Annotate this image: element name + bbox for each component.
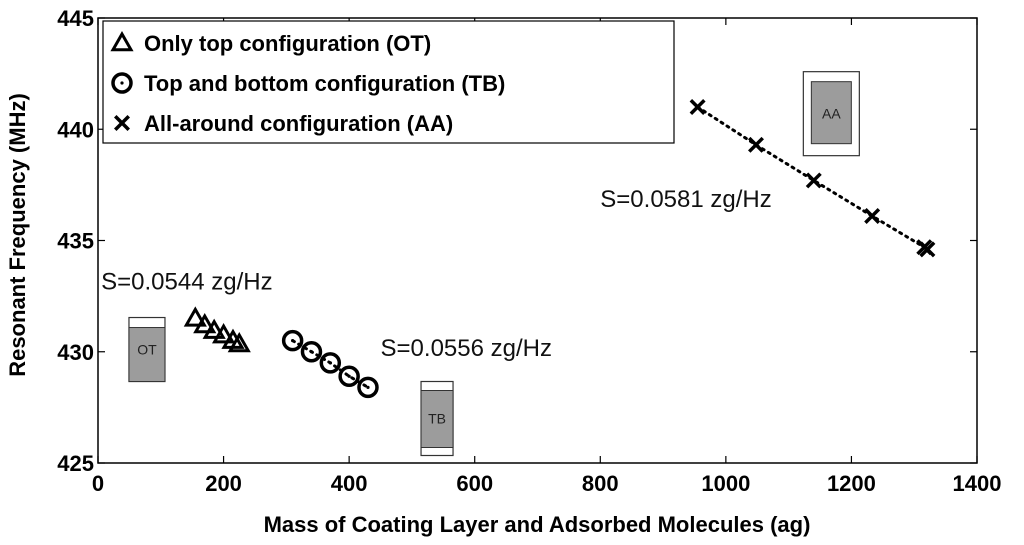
y-axis-title: Resonant Frequency (MHz) xyxy=(5,93,30,377)
data-point-circle xyxy=(281,329,304,352)
configuration-insets: OT TB AA xyxy=(128,71,860,457)
x-axis-title: Mass of Coating Layer and Adsorbed Molec… xyxy=(264,512,811,537)
legend-entry: All-around configuration (AA) xyxy=(144,111,453,136)
legend: Only top configuration (OT) Top and botto… xyxy=(102,20,675,144)
data-point-x xyxy=(689,99,706,115)
x-marker-stroke-b xyxy=(114,115,130,131)
sensitivity-annotations: S=0.0544 zg/Hz S=0.0556 zg/Hz S=0.0581 zg/… xyxy=(101,186,772,362)
legend-entry: Top and bottom configuration (TB) xyxy=(144,71,505,96)
data-point-circle xyxy=(357,376,379,399)
circle-marker-dot xyxy=(328,361,332,365)
inset-tb: TB xyxy=(420,380,454,457)
y-tick-label: 425 xyxy=(57,451,94,476)
data-point-triangle xyxy=(227,331,251,353)
inset-label: AA xyxy=(822,106,841,122)
x-tick-label: 1000 xyxy=(701,471,750,496)
data-markers xyxy=(183,99,936,399)
legend-marker-circle xyxy=(111,72,133,94)
x-tick-label: 1200 xyxy=(827,471,876,496)
inset-ot: OT xyxy=(128,316,166,383)
inset-label: TB xyxy=(428,411,446,427)
legend-entry: Only top configuration (OT) xyxy=(144,31,431,56)
circle-marker-ring xyxy=(281,329,304,352)
tick-labels: 0 200 400 600 800 1000 1200 1400 425 430 435 440 445 xyxy=(57,6,1001,496)
y-tick-label: 430 xyxy=(57,340,94,365)
data-point-circle xyxy=(319,352,342,374)
circle-marker-ring xyxy=(319,352,342,374)
inset-beam xyxy=(810,81,852,145)
x-tick-label: 1400 xyxy=(953,471,1002,496)
data-point-x xyxy=(864,208,881,225)
data-point-triangle xyxy=(183,306,207,327)
data-point-x xyxy=(805,172,822,189)
data-point-circle xyxy=(338,365,360,387)
x-tick-label: 0 xyxy=(92,471,104,496)
sensitivity-label: S=0.0556 zg/Hz xyxy=(381,335,552,362)
legend-marker-triangle xyxy=(110,30,134,52)
circle-marker-ring xyxy=(338,365,360,387)
circle-marker-ring xyxy=(111,72,133,94)
inset-beam xyxy=(420,390,454,448)
x-marker-stroke-b xyxy=(919,241,936,258)
y-tick-label: 440 xyxy=(57,117,94,142)
circle-marker-dot xyxy=(291,339,295,343)
y-tick-label: 435 xyxy=(57,229,94,254)
sensitivity-label: S=0.0581 zg/Hz xyxy=(600,186,771,213)
x-tick-label: 200 xyxy=(205,471,242,496)
inset-aa: AA xyxy=(802,71,860,157)
circle-marker-dot xyxy=(347,374,351,378)
circle-marker-dot xyxy=(366,385,370,389)
data-point-circle xyxy=(300,341,323,363)
circle-marker-ring xyxy=(300,341,323,363)
circle-marker-dot xyxy=(309,350,314,354)
data-point-x xyxy=(919,241,936,258)
data-point-triangle xyxy=(211,323,236,344)
data-point-triangle xyxy=(202,318,226,339)
x-tick-label: 400 xyxy=(331,471,368,496)
circle-marker-ring xyxy=(357,376,379,399)
x-tick-label: 800 xyxy=(582,471,619,496)
x-marker-stroke-b xyxy=(689,99,706,115)
inset-beam xyxy=(128,327,166,383)
y-tick-label: 445 xyxy=(57,6,94,31)
data-point-triangle xyxy=(193,313,217,334)
x-marker-stroke-b xyxy=(805,172,822,189)
sensitivity-label: S=0.0544 zg/Hz xyxy=(101,268,272,295)
legend-marker-x xyxy=(114,115,130,131)
x-marker-stroke-b xyxy=(748,136,764,153)
inset-label: OT xyxy=(137,342,157,358)
x-tick-label: 600 xyxy=(456,471,493,496)
data-point-x xyxy=(748,136,764,153)
x-marker-stroke-b xyxy=(864,208,881,225)
legend-box xyxy=(102,20,675,144)
circle-marker-dot xyxy=(120,81,124,85)
